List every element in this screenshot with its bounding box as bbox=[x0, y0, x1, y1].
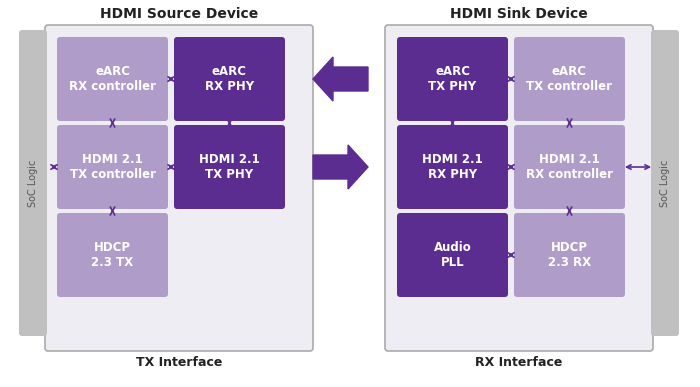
Text: HDCP
2.3 TX: HDCP 2.3 TX bbox=[92, 241, 134, 269]
FancyBboxPatch shape bbox=[514, 125, 625, 209]
Text: eARC
TX PHY: eARC TX PHY bbox=[428, 65, 477, 93]
FancyBboxPatch shape bbox=[385, 25, 653, 351]
FancyBboxPatch shape bbox=[174, 125, 285, 209]
FancyBboxPatch shape bbox=[45, 25, 313, 351]
FancyBboxPatch shape bbox=[397, 125, 508, 209]
Text: SoC Logic: SoC Logic bbox=[660, 159, 670, 207]
Text: HDMI 2.1
TX PHY: HDMI 2.1 TX PHY bbox=[199, 153, 260, 181]
Text: TX Interface: TX Interface bbox=[136, 356, 222, 368]
Text: eARC
TX controller: eARC TX controller bbox=[526, 65, 612, 93]
Text: HDCP
2.3 RX: HDCP 2.3 RX bbox=[548, 241, 591, 269]
FancyBboxPatch shape bbox=[174, 37, 285, 121]
Text: HDMI Sink Device: HDMI Sink Device bbox=[450, 7, 588, 21]
Text: eARC
RX PHY: eARC RX PHY bbox=[205, 65, 254, 93]
FancyBboxPatch shape bbox=[397, 37, 508, 121]
Text: HDMI Source Device: HDMI Source Device bbox=[100, 7, 258, 21]
Polygon shape bbox=[313, 57, 368, 101]
FancyBboxPatch shape bbox=[514, 213, 625, 297]
FancyBboxPatch shape bbox=[651, 30, 679, 336]
FancyBboxPatch shape bbox=[19, 30, 47, 336]
Text: HDMI 2.1
TX controller: HDMI 2.1 TX controller bbox=[69, 153, 155, 181]
Text: RX Interface: RX Interface bbox=[475, 356, 563, 368]
FancyBboxPatch shape bbox=[57, 37, 168, 121]
FancyBboxPatch shape bbox=[57, 125, 168, 209]
FancyBboxPatch shape bbox=[57, 213, 168, 297]
Text: Audio
PLL: Audio PLL bbox=[433, 241, 471, 269]
Text: SoC Logic: SoC Logic bbox=[28, 159, 38, 207]
FancyBboxPatch shape bbox=[514, 37, 625, 121]
Text: HDMI 2.1
RX controller: HDMI 2.1 RX controller bbox=[526, 153, 613, 181]
FancyBboxPatch shape bbox=[397, 213, 508, 297]
Polygon shape bbox=[313, 145, 368, 189]
Text: HDMI 2.1
RX PHY: HDMI 2.1 RX PHY bbox=[422, 153, 483, 181]
Text: eARC
RX controller: eARC RX controller bbox=[69, 65, 156, 93]
